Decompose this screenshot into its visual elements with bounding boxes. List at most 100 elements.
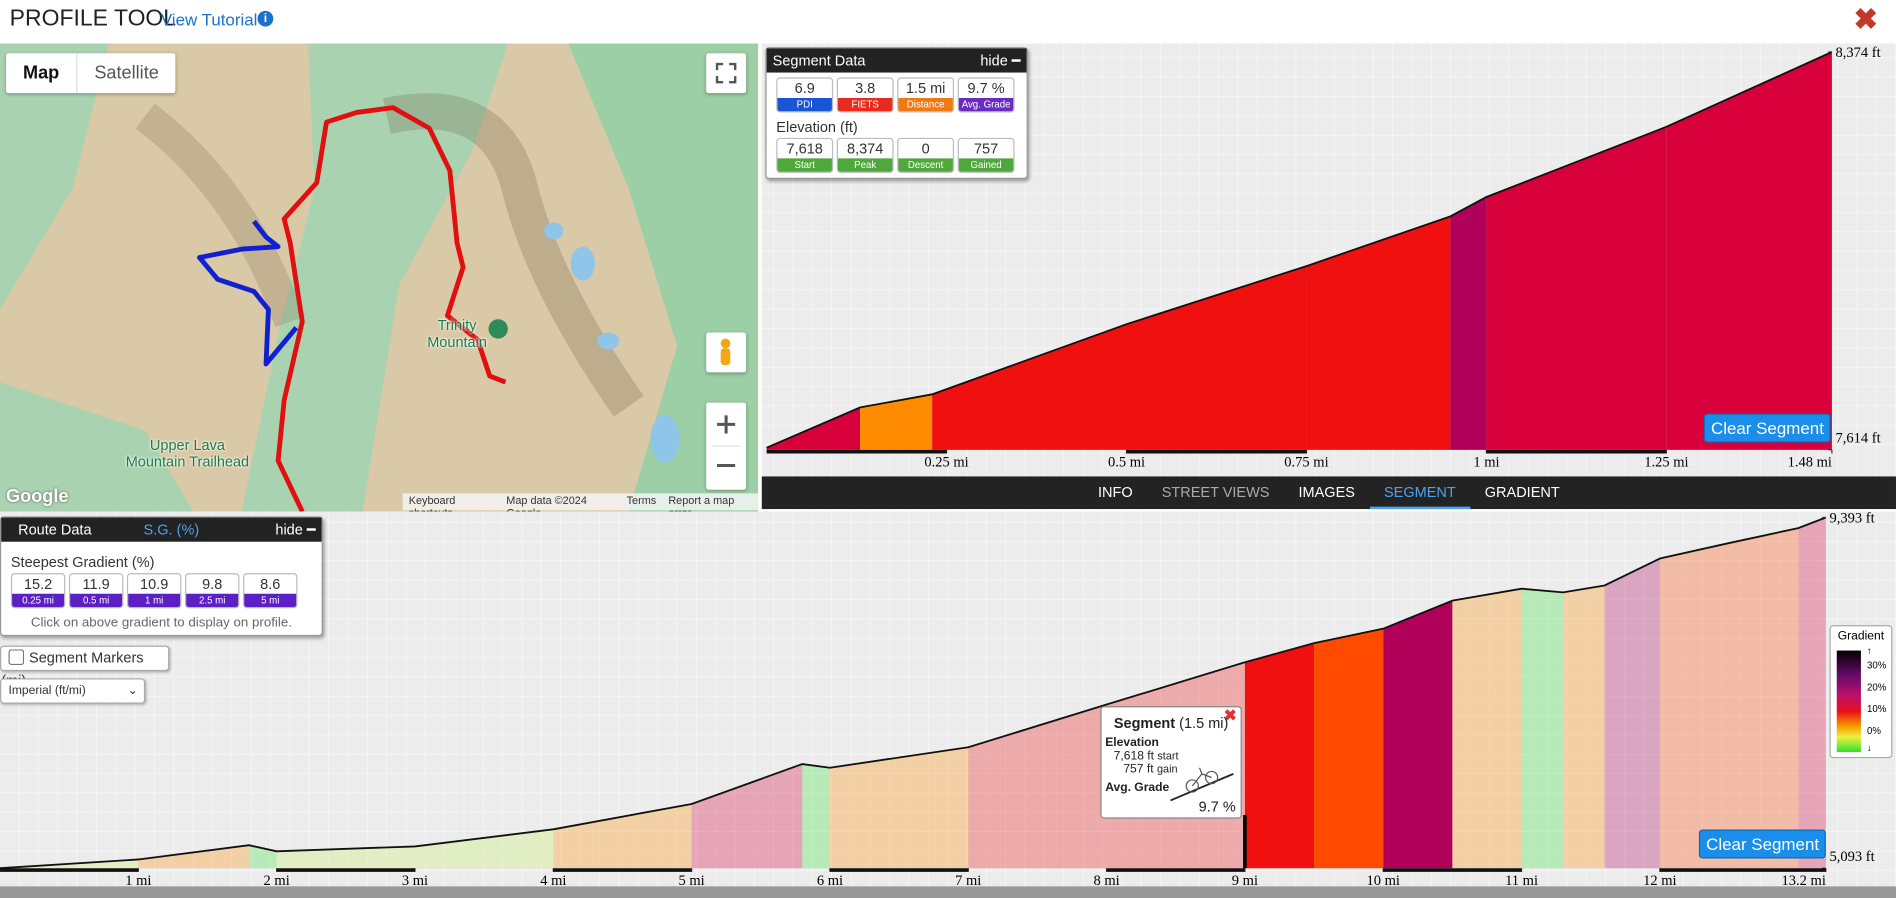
panel-title[interactable]: Route Data (18, 521, 92, 539)
grade-band (691, 764, 803, 869)
app-title: PROFILE TOOL (9, 6, 177, 32)
tooltip-distance: (1.5 mi) (1179, 714, 1229, 732)
stat-box: 3.8 FIETS (836, 77, 894, 113)
bike-icon (1170, 767, 1234, 802)
x-tick-label: 13.2 mi (1782, 873, 1826, 889)
tab[interactable]: IMAGES (1298, 483, 1355, 501)
checkbox[interactable] (8, 649, 25, 666)
tab[interactable]: SEGMENT (1369, 476, 1471, 510)
stat-label: 1 mi (128, 593, 181, 608)
stat-box[interactable]: 9.8 2.5 mi (185, 573, 240, 609)
panel-tab[interactable]: S.G. (%) (143, 521, 200, 539)
stat-value: 9.8 (202, 575, 223, 593)
grade-band (932, 324, 1127, 450)
stat-value: 10.9 (140, 575, 169, 593)
stat-value: 9.7 % (967, 79, 1005, 97)
stat-value: 15.2 (23, 575, 53, 593)
x-tick-label: 9 mi (1232, 873, 1258, 889)
stat-box[interactable]: 11.9 0.5 mi (68, 573, 124, 609)
x-tick-label: 1.48 mi (1788, 455, 1832, 471)
legend-arrow: ↓ (1866, 742, 1872, 754)
tutorial-link[interactable]: View Tutorial (160, 9, 258, 30)
stat-label: Descent (898, 158, 953, 172)
legend-label: 0% (1866, 725, 1881, 737)
select-value: Imperial (ft/mi) (8, 684, 86, 698)
map-label: Upper Lava Mountain Trailhead (125, 436, 250, 471)
x-tick-label: 0.25 mi (924, 455, 968, 471)
map[interactable]: Map Satellite Trinity Mountain Upper Lav… (0, 43, 759, 512)
satellite-button[interactable]: Satellite (94, 62, 159, 84)
route-panel: Route Data S.G. (%) hide ━ Steepest Grad… (0, 516, 323, 637)
stat-value: 1.5 mi (905, 79, 946, 97)
segment-tooltip: ✖ Segment (1.5 mi) Elevation 7,618 ft st… (1100, 706, 1242, 819)
clear-segment-button[interactable]: Clear Segment (1703, 413, 1832, 443)
tooltip-elevation-title: Elevation (1105, 736, 1159, 750)
stat-box: 7,618 Start (776, 137, 834, 173)
close-button[interactable]: ✖ (1853, 3, 1878, 37)
stat-box: 9.7 % Avg. Grade (957, 77, 1015, 113)
stat-label: 0.5 mi (70, 593, 123, 608)
x-tick-label: 0.75 mi (1284, 455, 1328, 471)
x-tick-label: 5 mi (679, 873, 705, 889)
gradient-stats: 15.2 0.25 mi 11.9 0.5 mi 10.9 1 mi 9.8 2.5 mi 8.… (1, 573, 321, 609)
grade-band (1244, 643, 1315, 869)
hide-button[interactable]: hide ━ (275, 521, 316, 539)
x-tick-label: 8 mi (1093, 873, 1119, 889)
segment-markers-toggle[interactable]: Segment Markers (mi) (0, 645, 170, 689)
stat-box: 0 Descent (897, 137, 955, 173)
x-tick-label: 1 mi (125, 873, 151, 889)
grade-band (1729, 528, 1799, 869)
map-footer-link[interactable]: Report a map error (668, 494, 735, 512)
tooltip-grade: 9.7 % (1198, 798, 1236, 815)
map-footer-link[interactable]: Keyboard shortcuts (408, 494, 456, 512)
tab[interactable]: INFO (1098, 483, 1133, 501)
stat-label: 2.5 mi (186, 593, 239, 608)
grade-band (1659, 543, 1730, 869)
hide-button[interactable]: hide ━ (980, 51, 1021, 69)
zoom-controls[interactable] (706, 402, 747, 490)
grade-band (138, 845, 249, 869)
tooltip-gain: 757 ft (1123, 762, 1154, 777)
hide-label: hide (980, 51, 1008, 69)
x-tick-label: 3 mi (402, 873, 428, 889)
stat-box: 6.9 PDI (776, 77, 834, 113)
segment-stats: 6.9 PDI 3.8 FIETS 1.5 mi Distance 9.7 % Avg. Gr… (767, 73, 1027, 113)
stat-box: 757 Gained (957, 137, 1015, 173)
stat-box: 1.5 mi Distance (897, 77, 955, 113)
y-tick-label: 7,614 ft (1836, 431, 1881, 447)
fullscreen-button[interactable] (706, 53, 747, 94)
stat-value: 0 (921, 140, 930, 158)
stat-box: 8,374 Peak (836, 137, 894, 173)
x-tick-label: 7 mi (955, 873, 981, 889)
stat-box[interactable]: 10.9 1 mi (126, 573, 182, 609)
grade-band (276, 846, 415, 869)
street-view-pegman[interactable] (706, 332, 747, 373)
legend-labels: ↑ 30% 20% 10% 0% ↓ (1866, 646, 1891, 754)
stat-box[interactable]: 8.6 5 mi (243, 573, 298, 609)
y-tick-label: 8,374 ft (1836, 45, 1881, 61)
clear-segment-button[interactable]: Clear Segment (1698, 829, 1827, 859)
grade-band (553, 804, 692, 869)
units-select[interactable]: Imperial (ft/mi) ⌄ (0, 678, 146, 704)
stat-value: 8,374 (847, 140, 884, 158)
hide-label: hide (275, 521, 303, 539)
map-drawing (0, 43, 759, 512)
tooltip-start-label: start (1157, 749, 1179, 762)
stat-value: 11.9 (82, 575, 110, 593)
stat-label: PDI (777, 97, 832, 112)
stat-label: FIETS (837, 97, 893, 112)
tab[interactable]: GRADIENT (1484, 483, 1560, 501)
info-icon[interactable]: i (257, 10, 274, 27)
map-label: Trinity Mountain (427, 316, 487, 351)
gradient-title: Steepest Gradient (%) (10, 553, 155, 571)
grade-band (248, 845, 277, 869)
tab[interactable]: STREET VIEWS (1161, 483, 1270, 501)
map-logo: Google (6, 486, 69, 507)
x-tick-label: 10 mi (1367, 873, 1400, 889)
grade-band (1306, 216, 1451, 450)
map-button[interactable]: Map (6, 53, 78, 94)
stat-label: 0.25 mi (12, 593, 65, 608)
tooltip-close[interactable]: ✖ (1223, 706, 1237, 725)
stat-box[interactable]: 15.2 0.25 mi (10, 573, 66, 609)
map-footer-link[interactable]: Terms (626, 494, 657, 507)
